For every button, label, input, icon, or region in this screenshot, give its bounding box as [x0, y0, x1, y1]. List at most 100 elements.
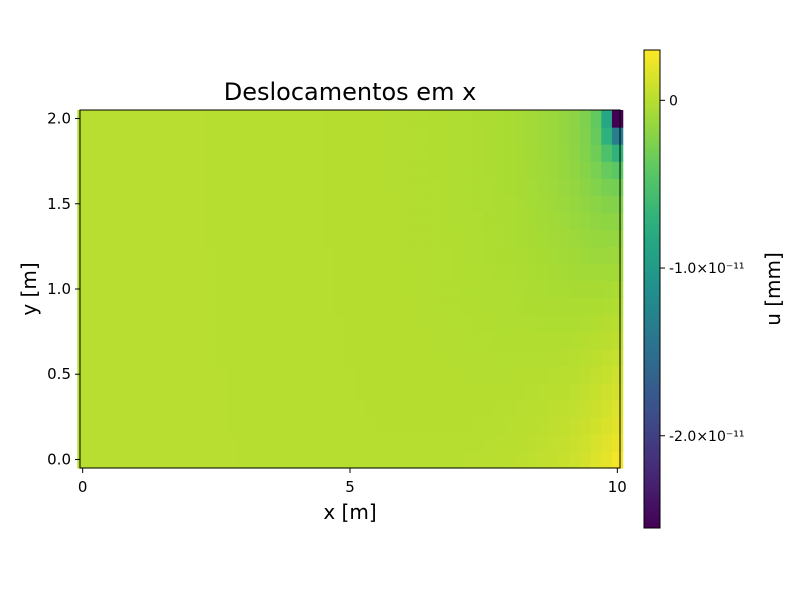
heatmap-cell	[462, 348, 474, 367]
heatmap-cell	[88, 297, 100, 316]
heatmap-cell	[462, 314, 474, 333]
heatmap-cell	[120, 212, 132, 230]
heatmap-cell	[194, 450, 207, 469]
heatmap-cell	[451, 144, 463, 162]
heatmap-cell	[472, 382, 485, 401]
heatmap-cell	[590, 110, 602, 128]
heatmap-cell	[291, 127, 303, 145]
heatmap-cell	[408, 195, 421, 213]
heatmap-cell	[515, 212, 528, 230]
heatmap-cell	[515, 144, 528, 162]
heatmap-cell	[601, 416, 613, 435]
heatmap-cell	[205, 127, 217, 145]
heatmap-cell	[601, 365, 613, 384]
heatmap-cell	[398, 246, 410, 265]
heatmap-cell	[344, 348, 356, 367]
heatmap-cell	[483, 246, 495, 265]
heatmap-cell	[88, 178, 100, 196]
heatmap-cell	[494, 246, 506, 265]
heatmap-cell	[152, 229, 164, 247]
heatmap-cell	[280, 416, 292, 435]
heatmap-cell	[173, 161, 185, 179]
heatmap-cell	[216, 161, 228, 179]
heatmap-cell	[579, 280, 592, 299]
heatmap-cell	[558, 178, 570, 196]
heatmap-cell	[483, 450, 495, 469]
heatmap-cell	[301, 348, 314, 367]
heatmap-cell	[590, 127, 602, 145]
heatmap-cell	[537, 110, 549, 128]
heatmap-cell	[194, 399, 207, 418]
y-tick-label: 1.5	[47, 195, 71, 213]
heatmap-cell	[376, 314, 389, 333]
heatmap-cell	[259, 195, 271, 213]
heatmap-cell	[88, 110, 100, 128]
heatmap-cell	[515, 195, 528, 213]
heatmap-cell	[205, 365, 217, 384]
heatmap-cell	[451, 178, 463, 196]
heatmap-cell	[120, 331, 132, 350]
heatmap-cell	[355, 280, 367, 299]
heatmap-cell	[462, 161, 474, 179]
heatmap-cell	[312, 365, 324, 384]
heatmap-cell	[569, 229, 581, 247]
heatmap-cell	[569, 399, 581, 418]
heatmap-cell	[376, 433, 389, 452]
heatmap-cell	[579, 365, 592, 384]
heatmap-cell	[515, 365, 528, 384]
heatmap-cell	[77, 382, 89, 401]
y-tick-label: 0.0	[47, 450, 71, 468]
heatmap-cell	[440, 314, 453, 333]
heatmap-cell	[440, 110, 453, 128]
heatmap-cell	[558, 280, 570, 299]
heatmap-cell	[611, 348, 624, 367]
heatmap-cell	[366, 263, 378, 282]
heatmap-cell	[227, 348, 239, 367]
heatmap-cell	[537, 195, 549, 213]
heatmap-cell	[387, 314, 399, 333]
heatmap-cell	[120, 382, 132, 401]
heatmap-cell	[387, 110, 399, 128]
heatmap-cell	[162, 399, 175, 418]
heatmap-cell	[109, 161, 121, 179]
heatmap-cell	[398, 144, 410, 162]
heatmap-cell	[344, 416, 356, 435]
heatmap-cell	[88, 314, 100, 333]
heatmap-cell	[130, 229, 143, 247]
heatmap-cell	[419, 433, 431, 452]
heatmap-cell	[109, 331, 121, 350]
heatmap-cell	[227, 127, 239, 145]
heatmap-cell	[173, 314, 185, 333]
heatmap-cell	[98, 161, 111, 179]
heatmap-cell	[216, 195, 228, 213]
heatmap-cell	[515, 450, 528, 469]
heatmap-cell	[248, 229, 260, 247]
heatmap-cell	[237, 212, 250, 230]
heatmap-cell	[333, 314, 346, 333]
heatmap-cell	[387, 399, 399, 418]
heatmap-cell	[579, 110, 592, 128]
heatmap-cell	[259, 212, 271, 230]
heatmap-cell	[569, 433, 581, 452]
heatmap-cell	[537, 161, 549, 179]
heatmap-cell	[291, 314, 303, 333]
heatmap-cell	[141, 280, 153, 299]
heatmap-cell	[109, 110, 121, 128]
colorbar: 0 -1.0×10⁻¹¹ -2.0×10⁻¹¹	[643, 49, 744, 529]
heatmap-cell	[344, 246, 356, 265]
heatmap-cell	[280, 450, 292, 469]
heatmap-cell	[88, 212, 100, 230]
heatmap-cell	[579, 212, 592, 230]
heatmap-cell	[483, 365, 495, 384]
heatmap-cell	[558, 195, 570, 213]
heatmap-cell	[419, 127, 431, 145]
heatmap-cell	[130, 144, 143, 162]
heatmap-cell	[366, 280, 378, 299]
heatmap-cell	[162, 450, 175, 469]
heatmap-cell	[109, 365, 121, 384]
heatmap-cell	[398, 280, 410, 299]
heatmap-cell	[173, 127, 185, 145]
heatmap-cell	[344, 331, 356, 350]
heatmap-cell	[88, 365, 100, 384]
heatmap-cell	[130, 127, 143, 145]
